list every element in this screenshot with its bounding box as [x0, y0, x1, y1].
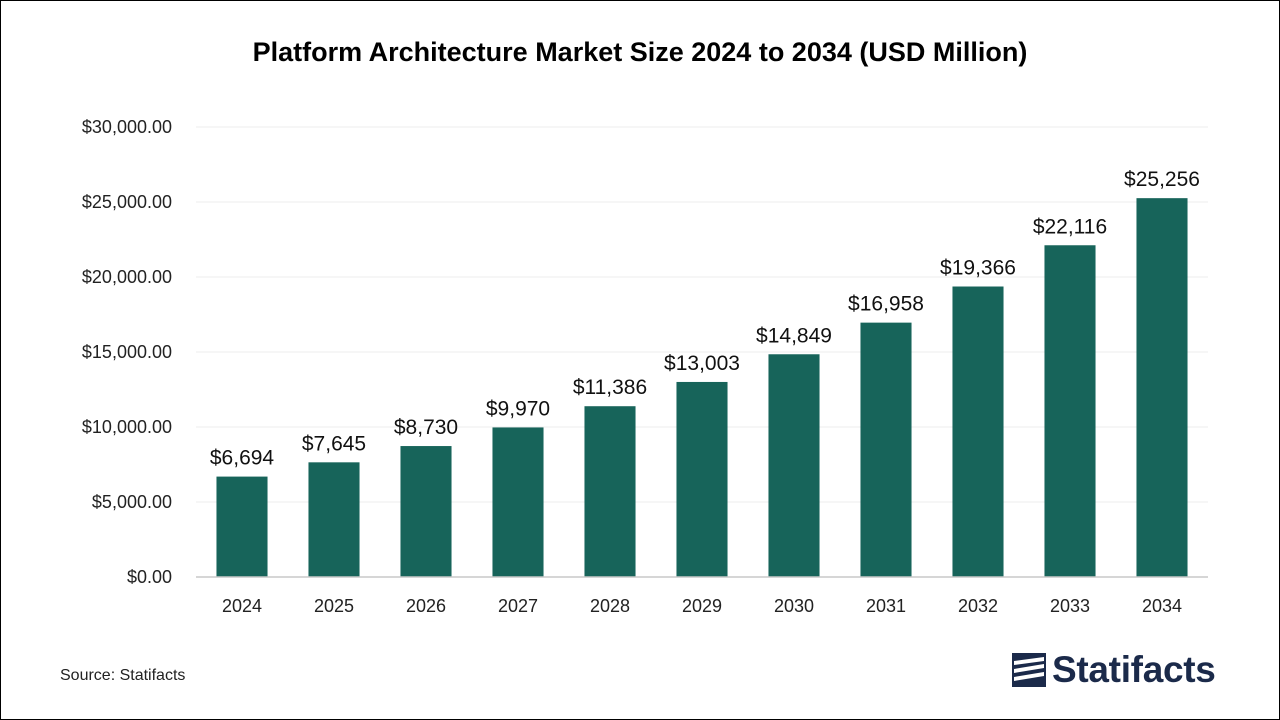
data-label: $19,366 [940, 257, 1016, 280]
source-note: Source: Statifacts [60, 667, 186, 684]
chart-title: Platform Architecture Market Size 2024 t… [252, 37, 1028, 67]
y-tick-label: $0.00 [127, 567, 172, 587]
data-label: $6,694 [210, 447, 275, 470]
x-tick-label: 2032 [958, 596, 998, 616]
statifacts-logo-icon [1012, 653, 1046, 687]
bar [216, 476, 268, 577]
bars [216, 198, 1188, 577]
data-label: $8,730 [394, 416, 458, 439]
bar [676, 381, 728, 577]
data-label: $16,958 [848, 293, 924, 316]
y-tick-label: $25,000.00 [82, 192, 172, 212]
statifacts-logo: Statifacts [1012, 648, 1216, 692]
bar [1044, 245, 1096, 577]
y-axis-ticks: $0.00 $5,000.00 $10,000.00 $15,000.00 $20,00… [82, 117, 172, 587]
data-label: $22,116 [1033, 215, 1107, 238]
y-tick-label: $30,000.00 [82, 117, 172, 137]
bar [952, 286, 1004, 577]
x-tick-label: 2024 [222, 596, 262, 616]
x-tick-label: 2030 [774, 596, 814, 616]
statifacts-logo-text: Statifacts [1052, 649, 1216, 690]
bar [492, 427, 544, 577]
x-tick-label: 2029 [682, 596, 722, 616]
bar [860, 322, 912, 577]
bar [584, 406, 636, 577]
data-label: $7,645 [302, 432, 366, 455]
x-tick-label: 2034 [1142, 596, 1182, 616]
x-tick-label: 2033 [1050, 596, 1090, 616]
x-tick-label: 2031 [866, 596, 906, 616]
data-labels: $6,694 $7,645 $8,730 $9,970 $11,386 $13,003 $1… [210, 168, 1200, 469]
y-tick-label: $5,000.00 [92, 492, 172, 512]
bar [400, 446, 452, 577]
bar [308, 462, 360, 577]
y-tick-label: $20,000.00 [82, 267, 172, 287]
bar [1136, 198, 1188, 577]
data-label: $11,386 [573, 376, 647, 399]
y-tick-label: $15,000.00 [82, 342, 172, 362]
data-label: $13,003 [664, 352, 740, 375]
bar [768, 354, 820, 577]
data-label: $9,970 [486, 397, 550, 420]
x-axis-ticks: 2024 2025 2026 2027 2028 2029 2030 2031 2032 2033… [222, 596, 1182, 616]
x-tick-label: 2026 [406, 596, 446, 616]
x-tick-label: 2028 [590, 596, 630, 616]
data-label: $25,256 [1124, 168, 1200, 191]
x-tick-label: 2025 [314, 596, 354, 616]
data-label: $14,849 [756, 324, 832, 347]
x-tick-label: 2027 [498, 596, 538, 616]
y-tick-label: $10,000.00 [82, 417, 172, 437]
